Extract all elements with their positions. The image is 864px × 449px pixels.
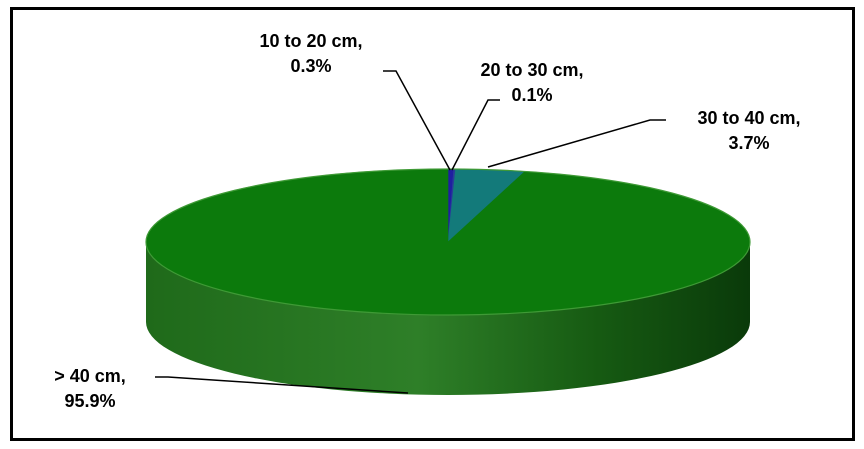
data-labels: 10 to 20 cm, 0.3% 20 to 30 cm, 0.1% 30 t… [54, 31, 800, 411]
leader-lines [155, 70, 666, 394]
label-30-40-name: 30 to 40 cm, [697, 108, 800, 128]
pie-side-wall [146, 242, 750, 395]
label-10-20-name: 10 to 20 cm, [259, 31, 362, 51]
label-10-20-value: 0.3% [290, 56, 331, 76]
leader-line-30-40 [487, 119, 666, 168]
label-20-30-name: 20 to 30 cm, [480, 60, 583, 80]
pie-top-rim [145, 168, 751, 316]
leader-line-10-20 [383, 70, 451, 171]
slice-over-40 [145, 168, 751, 316]
label-30-40-value: 3.7% [728, 133, 769, 153]
pie-top-face [145, 168, 751, 316]
label-over-40-value: 95.9% [64, 391, 115, 411]
label-over-40-name: > 40 cm, [54, 366, 126, 386]
pie-side-wall-shape [146, 242, 750, 395]
leader-line-20-30 [451, 99, 500, 171]
label-20-30-value: 0.1% [511, 85, 552, 105]
leader-line-over-40 [155, 376, 409, 394]
